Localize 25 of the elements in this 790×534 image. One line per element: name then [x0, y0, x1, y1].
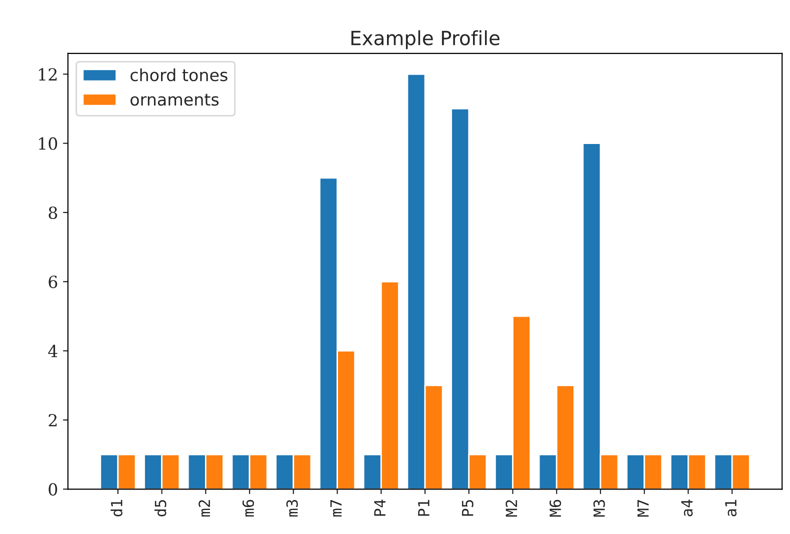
x-tick-label: M7 [637, 500, 649, 517]
x-tick-label: a1 [725, 500, 737, 516]
y-tick-label: 0 [48, 483, 58, 496]
x-tick-label: M2 [506, 500, 518, 517]
y-tick-label: 10 [39, 137, 58, 150]
x-tick-label: m6 [242, 500, 254, 516]
x-tick-label: a4 [681, 500, 693, 516]
x-tick-label: P1 [418, 500, 430, 516]
x-tick-label: M6 [550, 500, 562, 517]
x-tick-label: d5 [154, 500, 166, 516]
x-tick-label: M3 [593, 500, 605, 517]
y-tick-label: 2 [48, 414, 57, 426]
legend-label: chord tones [130, 68, 228, 82]
x-tick-label: P5 [462, 500, 474, 516]
chart-title: Example Profile [351, 30, 500, 50]
y-tick-label: 4 [48, 344, 58, 358]
y-tick-label: 6 [48, 276, 58, 288]
x-tick-label: m2 [198, 500, 210, 516]
x-tick-label: m7 [330, 500, 342, 516]
y-tick-label: 8 [48, 206, 58, 220]
x-tick-label: d1 [110, 500, 122, 516]
legend-label: ornaments [130, 94, 219, 106]
x-tick-label: m3 [286, 500, 298, 516]
y-tick-label: 12 [39, 68, 57, 80]
x-tick-label: P4 [374, 500, 386, 516]
